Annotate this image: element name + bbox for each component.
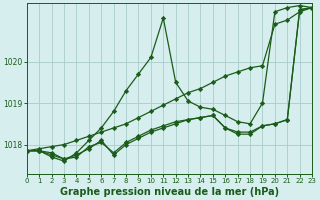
- X-axis label: Graphe pression niveau de la mer (hPa): Graphe pression niveau de la mer (hPa): [60, 187, 279, 197]
